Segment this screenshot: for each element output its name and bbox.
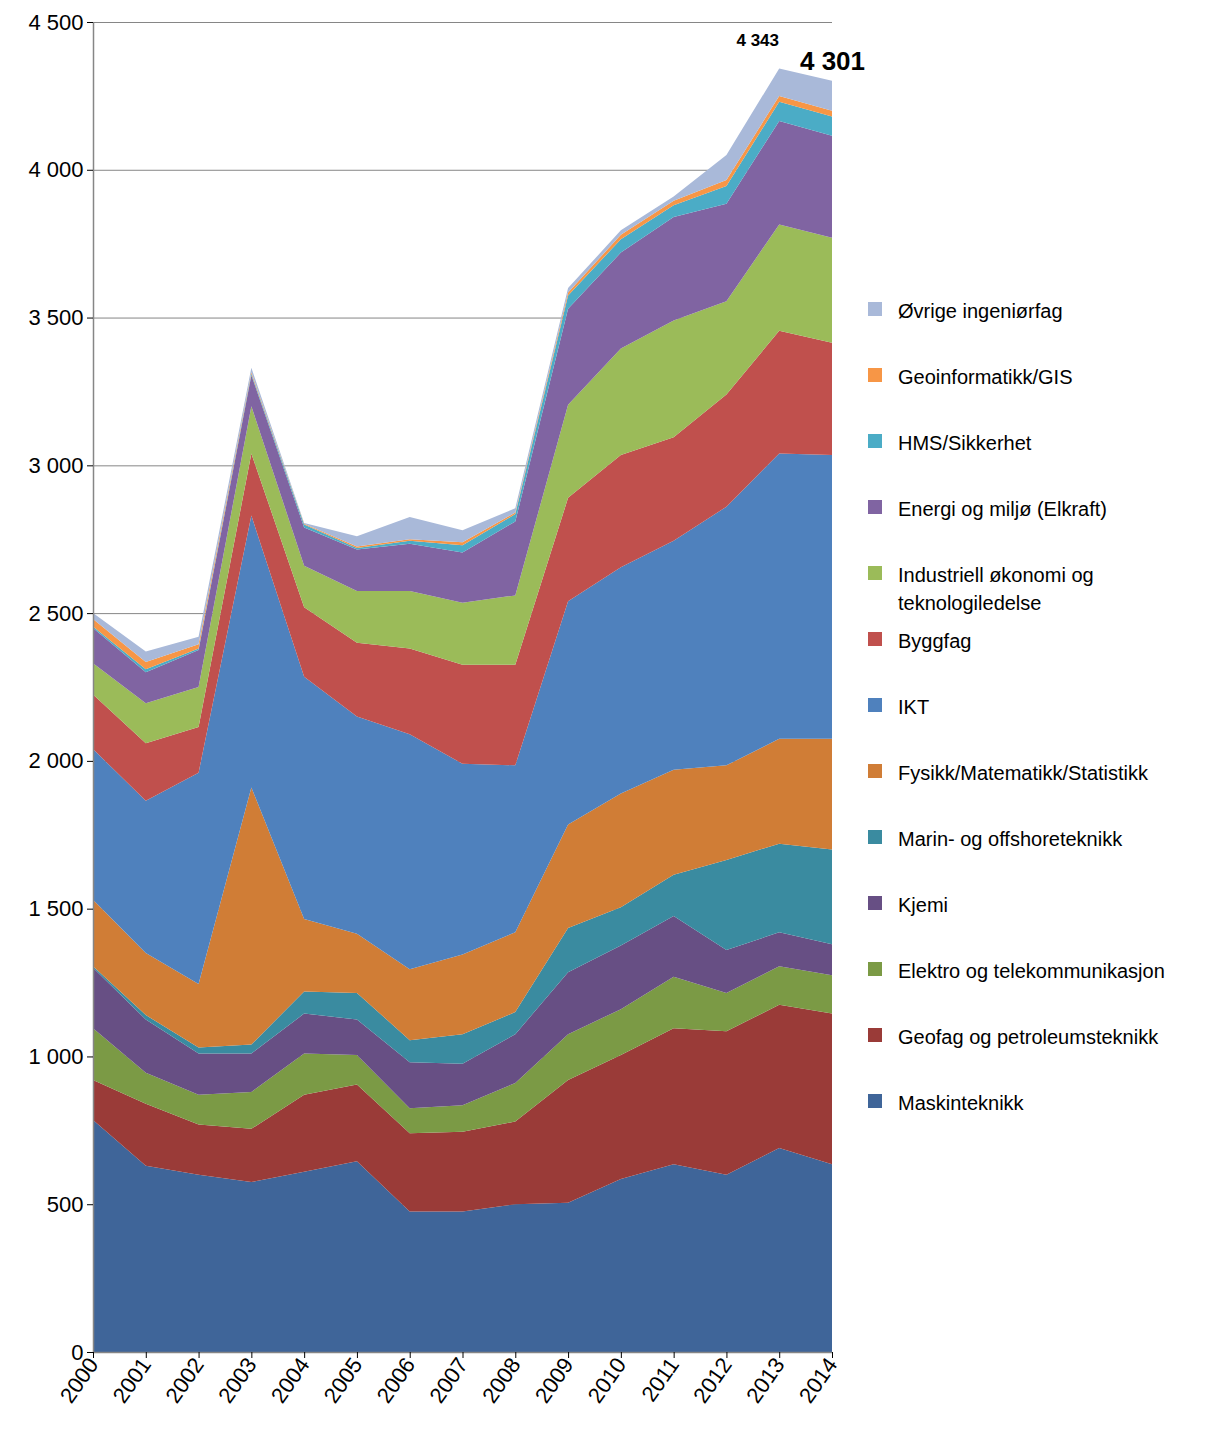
svg-text:2004: 2004 xyxy=(266,1353,315,1407)
html-text:Byggfag: Byggfag xyxy=(898,630,972,652)
svg-text:2005: 2005 xyxy=(319,1353,368,1407)
html-text:Øvrige ingeniørfag: Øvrige ingeniørfag xyxy=(898,300,1063,322)
svg-text:2001: 2001 xyxy=(108,1353,157,1407)
html-text:Maskinteknikk: Maskinteknikk xyxy=(898,1092,1024,1114)
html-text:HMS/Sikkerhet: HMS/Sikkerhet xyxy=(898,432,1032,454)
svg-text:1 000: 1 000 xyxy=(28,1044,83,1069)
svg-text:1 500: 1 500 xyxy=(28,896,83,921)
svg-text:2000: 2000 xyxy=(55,1353,104,1407)
svg-text:2007: 2007 xyxy=(424,1353,473,1407)
svg-text:2012: 2012 xyxy=(688,1353,737,1407)
svg-text:2 500: 2 500 xyxy=(28,601,83,626)
html-text:Kjemi: Kjemi xyxy=(898,894,948,916)
svg-text:0: 0 xyxy=(71,1339,84,1365)
svg-text:4 500: 4 500 xyxy=(28,10,83,35)
svg-text:3 000: 3 000 xyxy=(28,453,83,478)
html-text:Geofag og petroleumsteknikk: Geofag og petroleumsteknikk xyxy=(898,1026,1159,1048)
html-text:Marin- og offshoreteknikk: Marin- og offshoreteknikk xyxy=(898,828,1123,850)
svg-text:3 500: 3 500 xyxy=(28,305,83,330)
html-text:Fysikk/Matematikk/Statistikk: Fysikk/Matematikk/Statistikk xyxy=(898,762,1148,784)
html-text:Elektro og telekommunikasjon: Elektro og telekommunikasjon xyxy=(898,960,1165,982)
html-text:Energi og miljø (Elkraft): Energi og miljø (Elkraft) xyxy=(898,498,1107,520)
svg-text:2008: 2008 xyxy=(477,1353,526,1407)
html-text:IKT: IKT xyxy=(898,696,930,718)
svg-text:2009: 2009 xyxy=(530,1353,579,1407)
svg-text:2013: 2013 xyxy=(741,1353,790,1407)
svg-text:2002: 2002 xyxy=(160,1353,209,1407)
svg-text:4 343: 4 343 xyxy=(736,31,779,50)
svg-text:500: 500 xyxy=(47,1192,84,1217)
html-text:Industriell økonomi og teknolo: Industriell økonomi og teknologiledelse xyxy=(898,564,1094,614)
svg-text:4 301: 4 301 xyxy=(800,46,865,76)
svg-text:4 000: 4 000 xyxy=(28,157,83,182)
svg-text:2003: 2003 xyxy=(213,1353,262,1407)
svg-text:2006: 2006 xyxy=(372,1353,421,1407)
svg-text:2 000: 2 000 xyxy=(28,748,83,773)
svg-text:2011: 2011 xyxy=(636,1353,684,1406)
html-text:Geoinformatikk/GIS: Geoinformatikk/GIS xyxy=(898,366,1073,388)
svg-text:2014: 2014 xyxy=(794,1353,843,1407)
svg-text:2010: 2010 xyxy=(583,1353,632,1407)
